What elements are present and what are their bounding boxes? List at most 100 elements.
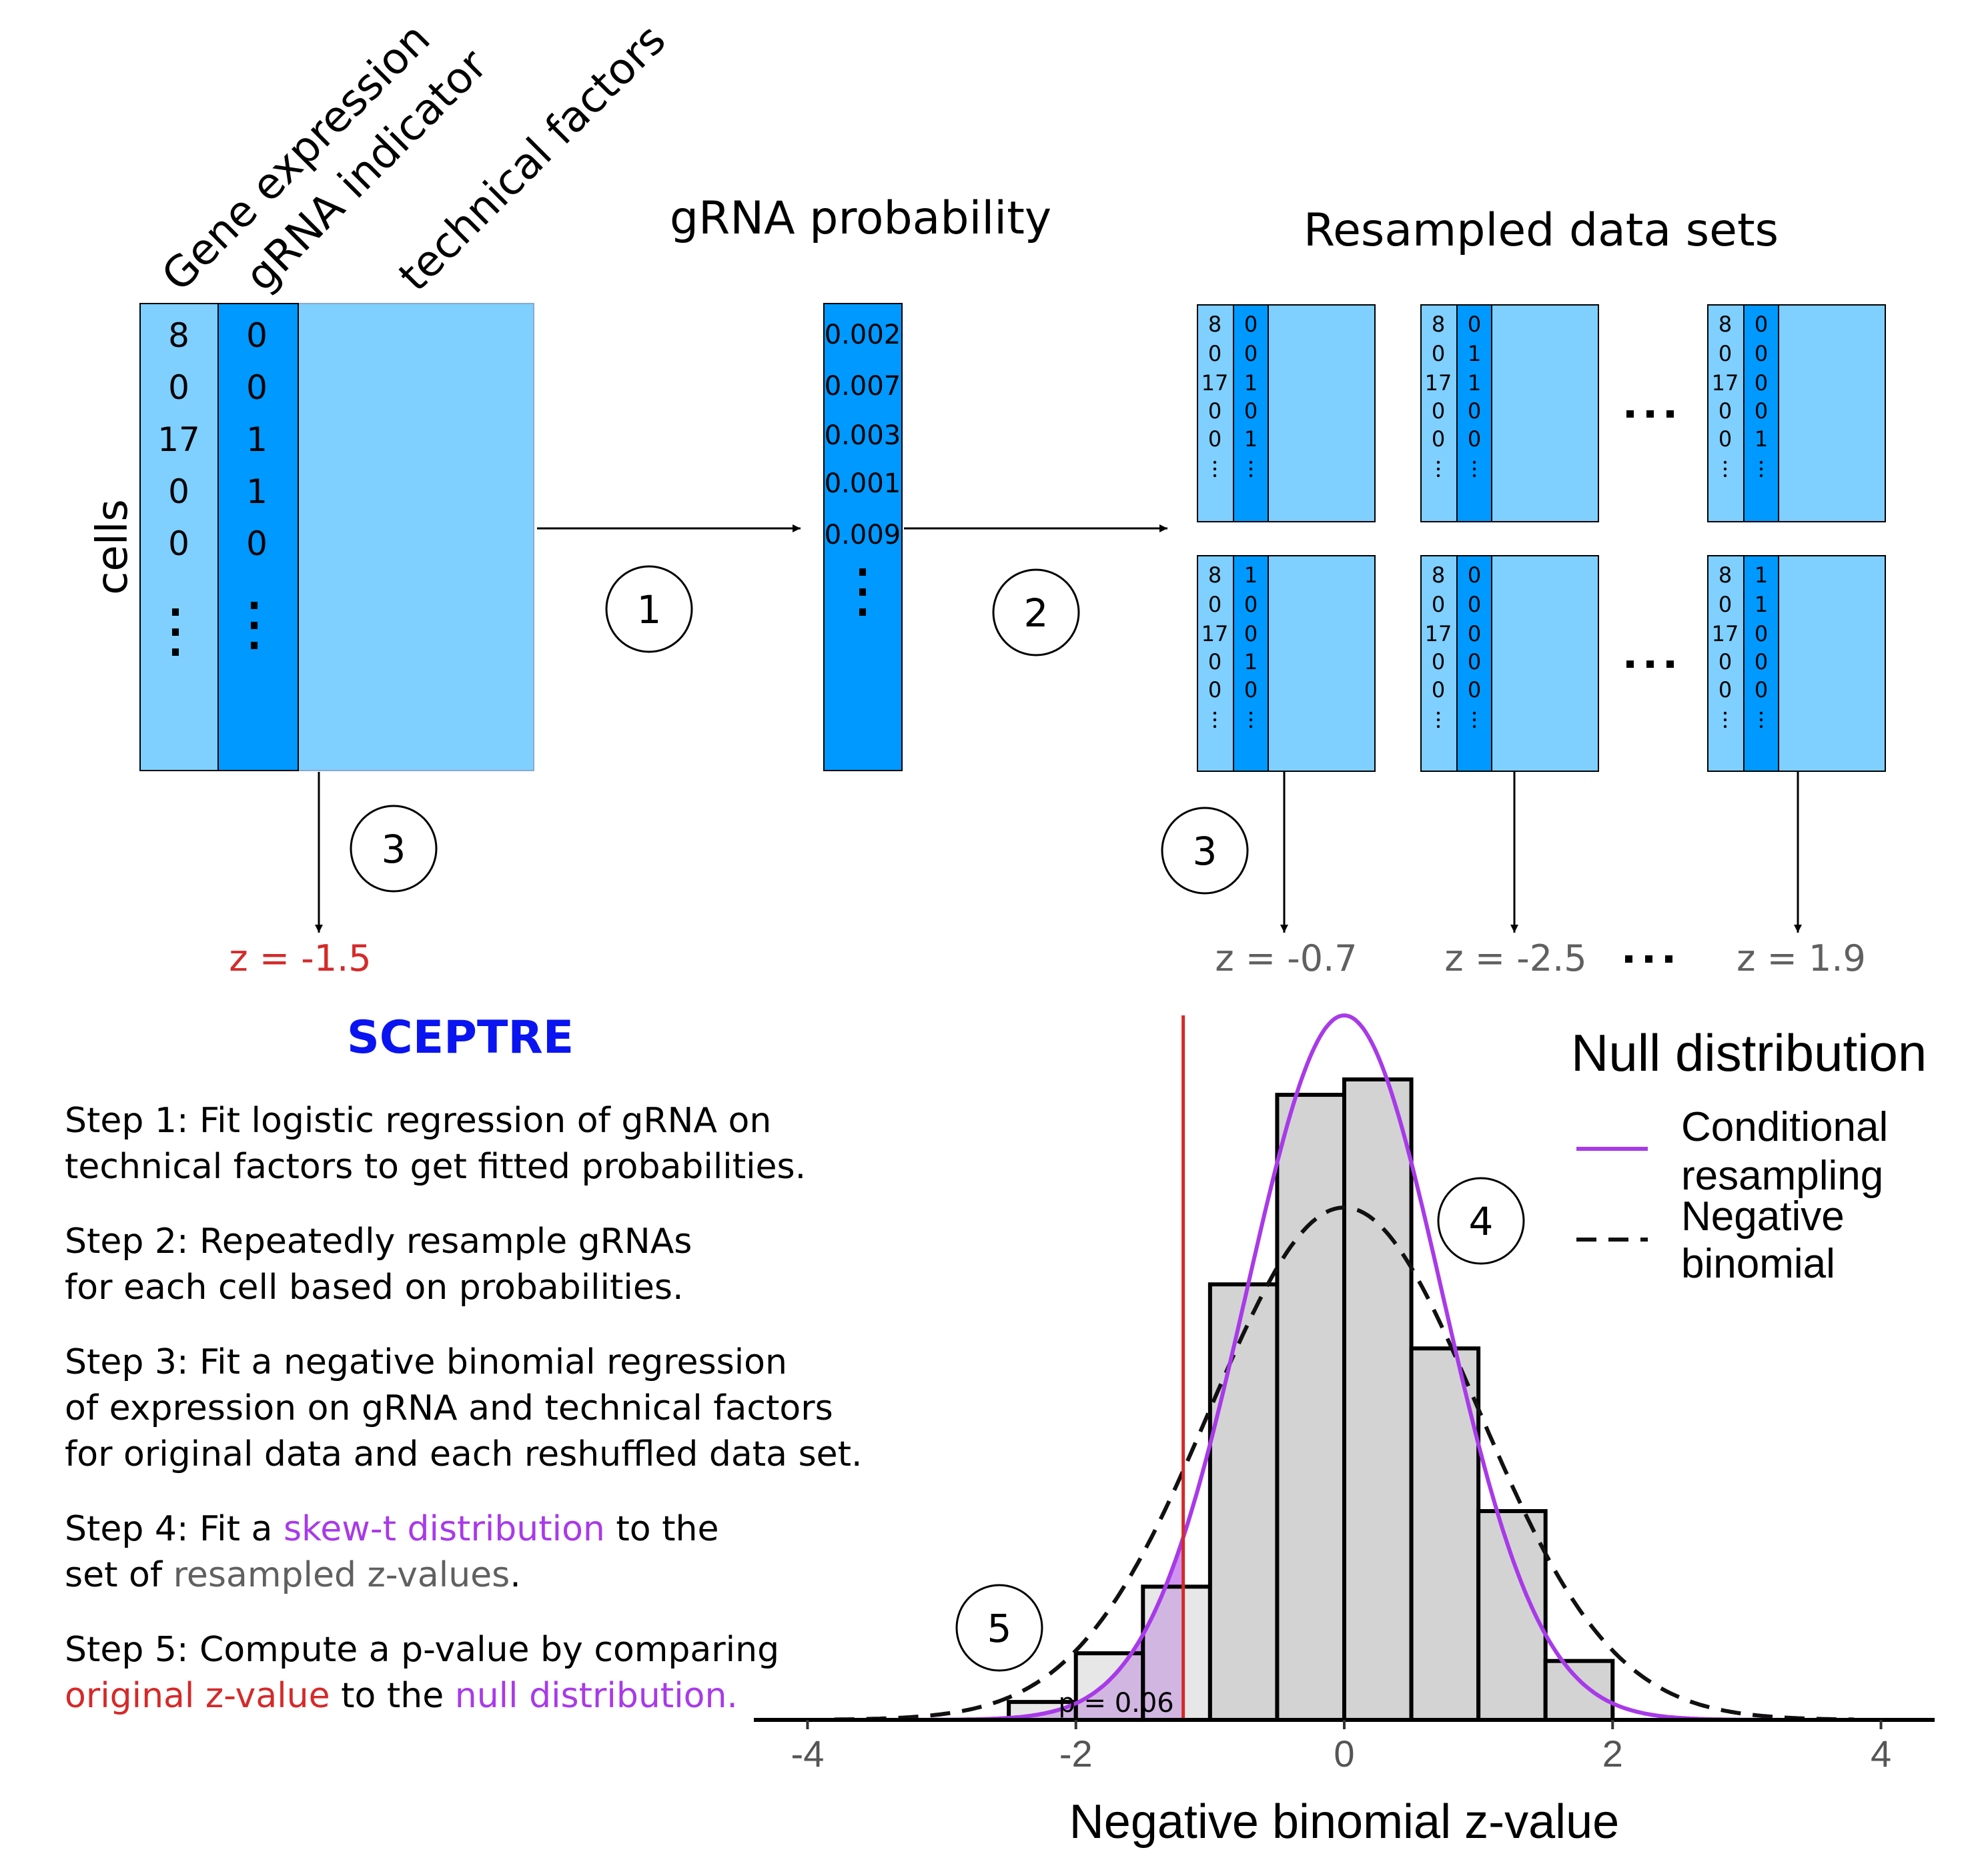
- probability-value: 0.001: [825, 468, 901, 499]
- step-5-line-1: Step 5: Compute a p-value by comparing: [65, 1630, 779, 1670]
- resampled-indicator-value: 1: [1244, 562, 1258, 588]
- resampled-indicator-value: 0: [1755, 677, 1768, 702]
- svg-text:5: 5: [987, 1606, 1012, 1651]
- vertical-ellipsis-dot: [1759, 718, 1763, 722]
- svg-text:1: 1: [637, 587, 662, 632]
- resampled-indicator-value: 0: [1244, 677, 1258, 702]
- original-expression-ellipsis: [172, 608, 179, 656]
- step-circles: 1 2 3 3 4 5: [350, 565, 1525, 1672]
- flow-arrows: [315, 524, 1802, 933]
- resampled-expression-value: 17: [1425, 621, 1452, 646]
- resampled-indicator-value: 0: [1468, 649, 1481, 674]
- vertical-ellipsis-dot: [1436, 711, 1440, 715]
- step-4-line-1: Step 4: Fit a skew-t distribution to the: [65, 1509, 718, 1549]
- x-tick-label: -4: [791, 1733, 825, 1775]
- resampled-expression-value: 0: [1432, 649, 1445, 674]
- header-technical-factors: technical factors: [390, 15, 675, 301]
- histogram-bar: [1543, 1659, 1615, 1722]
- resampled-expression-value: 0: [1719, 677, 1732, 702]
- expression-value: 8: [168, 316, 189, 355]
- x-tick-label: -2: [1059, 1733, 1093, 1775]
- original-matrix: 8 0 17 0 0 0 0 1 1 0: [139, 303, 534, 771]
- vertical-ellipsis-dot: [1472, 725, 1476, 729]
- resampled-expression-value: 17: [1425, 370, 1452, 396]
- vertical-ellipsis-dot: [1213, 711, 1217, 715]
- vertical-ellipsis-dot: [1213, 474, 1217, 478]
- legend-conditional-line-2: resampling: [1681, 1153, 1883, 1199]
- resampled-row-ellipses: [1626, 410, 1674, 668]
- resampled-indicator-value: 1: [1755, 426, 1768, 452]
- resampled-expression-value: 17: [1712, 370, 1739, 396]
- vertical-ellipsis-dot: [1759, 467, 1763, 471]
- vertical-ellipsis-dot: [1213, 725, 1217, 729]
- resampled-expression-value: 0: [1719, 426, 1732, 452]
- resampled-expression-value: 0: [1208, 398, 1221, 424]
- resampled-expression-value: 8: [1208, 562, 1221, 588]
- resampled-indicator-value: 0: [1755, 398, 1768, 424]
- vertical-ellipsis-dot: [1723, 474, 1727, 478]
- indicator-value: 1: [246, 472, 268, 511]
- histogram-bar: [1073, 1651, 1145, 1722]
- resampled-indicator-value: 0: [1468, 426, 1481, 452]
- step-circle-1: 1: [605, 565, 693, 653]
- indicator-value: 0: [246, 316, 268, 355]
- resampled-expression-value: 0: [1208, 592, 1221, 617]
- resampled-indicator-value: 1: [1755, 592, 1768, 617]
- probability-value: 0.009: [825, 520, 901, 550]
- x-tick-label: 2: [1602, 1733, 1623, 1775]
- z-values-ellipsis: [1625, 955, 1672, 963]
- expression-value: 0: [168, 472, 189, 511]
- resampled-indicator-value: 0: [1468, 562, 1481, 588]
- x-tick-label: 4: [1871, 1733, 1891, 1775]
- vertical-ellipsis-dot: [1759, 460, 1763, 464]
- resampled-expression-value: 8: [1208, 312, 1221, 337]
- probability-values: 0.002 0.007 0.003 0.001 0.009: [825, 320, 901, 550]
- vertical-ellipsis-dot: [1213, 460, 1217, 464]
- resampled-z-3: z = 1.9: [1737, 937, 1866, 979]
- step-1-line-2: technical factors to get fitted probabil…: [65, 1147, 806, 1187]
- resampled-expression-value: 0: [1208, 677, 1221, 702]
- step-4-line-2: set of resampled z-values.: [65, 1555, 521, 1595]
- chart-legend: Null distribution Conditional resampling…: [1571, 1023, 1927, 1287]
- grna-probability-title: gRNA probability: [670, 192, 1051, 245]
- resampled-indicator-value: 0: [1468, 398, 1481, 424]
- step-5-line-2: original z-value to the null distributio…: [65, 1676, 738, 1716]
- null-distribution-chart: -4 -2 0 2 4 p = 0.06 Negative binomial z-val…: [754, 1013, 1935, 1849]
- vertical-ellipsis-dot: [1472, 718, 1476, 722]
- indicator-value: 0: [246, 368, 268, 407]
- vertical-ellipsis-dot: [1436, 474, 1440, 478]
- z-values: z = -1.5 z = -0.7 z = -2.5 z = 1.9: [229, 937, 1866, 979]
- column-headers: Gene expression gRNA indicator technical…: [153, 14, 675, 301]
- vertical-ellipsis-dot: [1436, 725, 1440, 729]
- resampled-indicator-value: 0: [1468, 312, 1481, 337]
- step-circle-4: 4: [1437, 1177, 1525, 1265]
- resampled-expression-value: 0: [1208, 649, 1221, 674]
- resampled-expression-value: 0: [1432, 677, 1445, 702]
- vertical-ellipsis-dot: [1472, 460, 1476, 464]
- resampled-indicator-value: 0: [1244, 341, 1258, 366]
- histogram-bar: [1342, 1077, 1414, 1722]
- resampled-indicator-value: 0: [1244, 592, 1258, 617]
- method-title: SCEPTRE: [347, 1011, 574, 1064]
- indicator-value: 1: [246, 420, 268, 459]
- step-1-line-1: Step 1: Fit logistic regression of gRNA …: [65, 1101, 771, 1141]
- p-value-label: p = 0.06: [1058, 1688, 1173, 1719]
- resampled-indicator-value: 0: [1468, 621, 1481, 646]
- step-2-line-2: for each cell based on probabilities.: [65, 1268, 684, 1308]
- vertical-ellipsis-dot: [1213, 718, 1217, 722]
- resampled-expression-value: 0: [1432, 341, 1445, 366]
- vertical-ellipsis-dot: [1723, 725, 1727, 729]
- svg-text:3: 3: [1193, 829, 1217, 874]
- vertical-ellipsis-dot: [1249, 718, 1253, 722]
- resampled-expression-value: 0: [1719, 592, 1732, 617]
- resampled-expression-value: 17: [1712, 621, 1739, 646]
- expression-value: 0: [168, 368, 189, 407]
- resampled-expression-value: 0: [1208, 341, 1221, 366]
- histogram-bar: [1207, 1282, 1280, 1722]
- vertical-ellipsis-dot: [1213, 467, 1217, 471]
